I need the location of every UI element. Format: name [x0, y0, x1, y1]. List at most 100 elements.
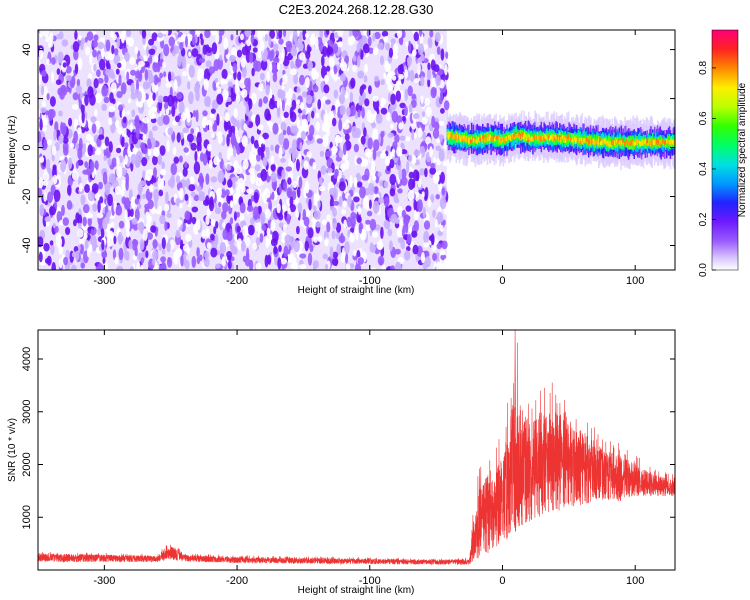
band-core: [652, 139, 654, 145]
noise-blob: [75, 212, 80, 224]
noise-blob: [153, 55, 159, 63]
noise-blob: [117, 231, 123, 245]
noise-blob: [160, 39, 165, 49]
noise-blob: [273, 63, 278, 77]
band-core: [490, 137, 492, 142]
noise-blob: [347, 194, 352, 208]
noise-blob: [199, 68, 205, 78]
noise-blob: [269, 62, 273, 73]
band-core: [539, 136, 542, 142]
noise-blob: [56, 210, 63, 223]
noise-blob: [71, 170, 79, 181]
noise-blob: [210, 219, 216, 226]
noise-blob: [166, 241, 171, 253]
band-core: [460, 135, 463, 141]
band-core: [519, 135, 521, 139]
noise-blob: [216, 131, 223, 138]
band-core: [538, 131, 541, 141]
band-core: [535, 136, 538, 140]
noise-blob: [339, 105, 346, 116]
noise-blob: [198, 57, 206, 63]
noise-blob: [123, 197, 131, 210]
band-core: [653, 139, 655, 146]
x-tick-label: -200: [226, 575, 248, 587]
noise-blob: [146, 232, 154, 240]
noise-blob: [406, 160, 410, 174]
noise-blob: [159, 72, 164, 79]
band-core: [540, 135, 543, 142]
noise-blob: [134, 246, 138, 257]
noise-blob: [263, 96, 268, 104]
noise-blob: [351, 126, 358, 139]
noise-blob: [425, 106, 432, 118]
noise-blob: [380, 55, 384, 66]
band-core: [458, 134, 461, 139]
noise-blob: [183, 147, 189, 153]
band-core: [509, 135, 512, 141]
noise-blob: [280, 121, 287, 131]
noise-blob: [317, 235, 323, 243]
noise-blob: [184, 233, 192, 242]
noise-blob: [434, 218, 438, 228]
noise-blob: [128, 239, 133, 250]
spectrogram-signal-band: [446, 110, 675, 171]
noise-blob: [417, 62, 421, 75]
noise-blob: [91, 123, 97, 134]
noise-blob: [47, 191, 54, 204]
noise-blob: [140, 257, 145, 264]
noise-blob: [125, 30, 132, 38]
band-core: [481, 135, 483, 141]
noise-blob: [266, 71, 271, 83]
noise-blob: [182, 244, 190, 252]
noise-blob: [105, 212, 110, 224]
noise-blob: [352, 249, 357, 257]
noise-blob: [440, 48, 445, 61]
band-core: [633, 142, 635, 147]
noise-blob: [196, 247, 200, 258]
noise-blob: [432, 128, 440, 140]
band-core: [550, 134, 553, 139]
noise-blob: [260, 168, 268, 182]
noise-blob: [131, 109, 136, 118]
band-core: [603, 139, 606, 143]
noise-blob: [157, 95, 164, 103]
noise-blob: [260, 59, 268, 71]
noise-blob: [187, 81, 191, 90]
noise-blob: [126, 251, 130, 261]
noise-blob: [236, 119, 240, 131]
noise-blob: [296, 159, 300, 172]
band-core: [587, 140, 590, 145]
noise-blob: [416, 58, 422, 65]
noise-blob: [342, 89, 346, 96]
band-core: [517, 133, 519, 138]
noise-blob: [391, 148, 396, 158]
noise-blob: [392, 54, 399, 60]
band-core: [457, 134, 459, 143]
noise-blob: [205, 60, 212, 68]
noise-blob: [121, 179, 127, 191]
band-core: [626, 139, 628, 143]
noise-blob: [411, 154, 417, 165]
noise-blob: [440, 171, 445, 184]
x-tick-label: 100: [626, 575, 644, 587]
noise-blob: [229, 200, 234, 209]
noise-blob: [81, 37, 86, 45]
noise-blob: [430, 86, 437, 99]
noise-blob: [170, 173, 175, 187]
band-core: [459, 137, 462, 143]
band-core: [471, 136, 474, 143]
noise-blob: [305, 94, 313, 105]
noise-blob: [362, 196, 369, 209]
noise-blob: [40, 85, 45, 96]
noise-blob: [158, 157, 162, 166]
noise-blob: [338, 195, 343, 207]
noise-blob: [170, 163, 178, 175]
noise-blob: [130, 196, 136, 209]
band-core: [631, 139, 634, 143]
noise-blob: [132, 147, 138, 155]
noise-blob: [172, 146, 177, 156]
noise-blob: [222, 89, 229, 101]
noise-blob: [55, 79, 62, 86]
noise-blob: [193, 161, 201, 175]
